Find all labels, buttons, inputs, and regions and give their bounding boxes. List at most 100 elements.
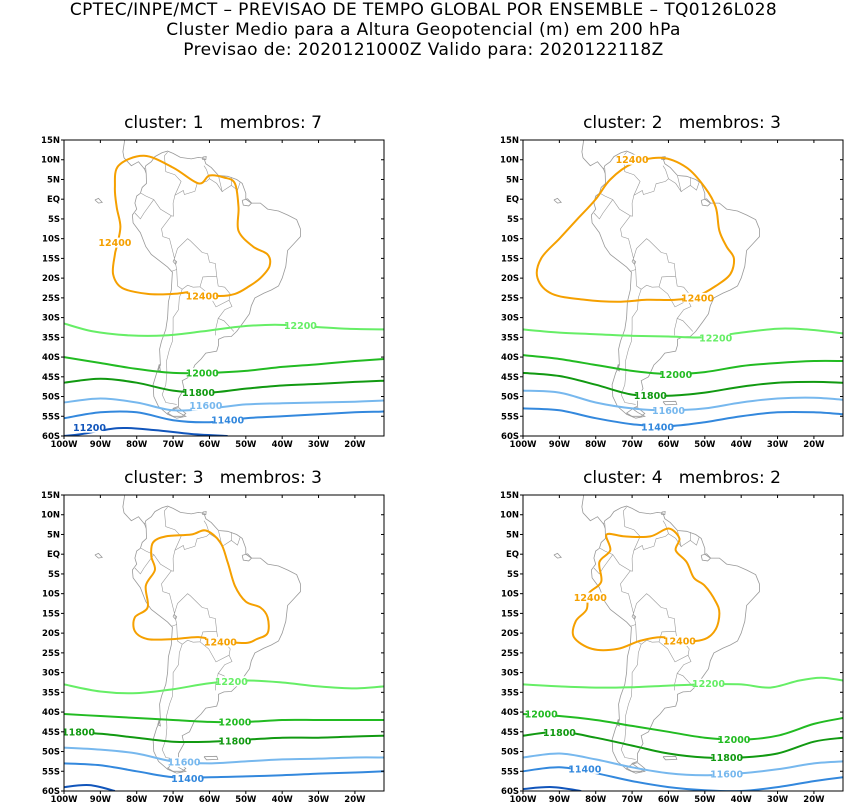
country-border	[673, 673, 678, 691]
lon-label: 80W	[585, 795, 607, 803]
contour-label-12400: 12400	[98, 238, 131, 249]
south-america-coastline	[590, 505, 760, 774]
country-border	[676, 300, 694, 332]
island-outline	[662, 400, 678, 406]
lon-label: 70W	[162, 440, 184, 450]
contour-12200	[523, 676, 843, 689]
lon-label: 80W	[585, 440, 607, 450]
lat-label: 10S	[42, 590, 60, 600]
country-border	[231, 537, 241, 546]
lon-label: 70W	[162, 795, 184, 803]
lat-label: 15S	[501, 609, 519, 619]
island-outline	[94, 197, 103, 204]
caribbean-island	[183, 126, 189, 128]
island-outline	[553, 197, 562, 204]
contour-label-bg	[665, 636, 694, 646]
island-outline	[166, 407, 187, 417]
contour-label-bg	[188, 290, 217, 301]
island-outline	[202, 156, 207, 161]
country-border	[620, 165, 669, 259]
contour-label-11400: 11400	[641, 422, 674, 433]
island-outline	[616, 719, 620, 727]
island-outline	[94, 552, 103, 559]
country-border	[214, 673, 219, 691]
contour-label-11800: 11800	[62, 727, 95, 738]
caribbean-island	[642, 126, 648, 128]
lat-label: EQ	[47, 195, 60, 205]
map-frame	[63, 139, 385, 437]
lon-label: 20W	[803, 795, 825, 803]
lat-label: 10N	[41, 511, 60, 521]
lat-label: 20S	[42, 274, 60, 284]
island-outline	[241, 553, 253, 562]
lat-label: 10N	[41, 156, 60, 166]
contour-label-bg	[184, 387, 213, 398]
country-border	[633, 593, 677, 645]
contour-label-11200: 11200	[73, 423, 106, 434]
lat-label: 40S	[42, 353, 60, 363]
lat-label: 30S	[501, 669, 519, 679]
contour-12000	[523, 713, 843, 741]
lat-label: 30S	[42, 669, 60, 679]
island-outline	[241, 198, 253, 207]
lat-label: 45S	[501, 728, 519, 738]
caribbean-island	[578, 463, 614, 476]
contour-label-bg	[191, 400, 220, 411]
country-border	[218, 175, 223, 192]
contour-label-12000: 12000	[218, 717, 251, 728]
lat-label: 50S	[501, 748, 519, 758]
lat-label: 35S	[501, 333, 519, 343]
country-border	[593, 554, 614, 575]
country-border	[593, 199, 614, 220]
south-america-coastline	[131, 505, 301, 774]
panel-title-cluster-2: cluster: 2 membros: 3	[583, 113, 781, 133]
caribbean-island	[157, 121, 179, 128]
contour-label-11800: 11800	[182, 388, 215, 399]
country-border	[161, 520, 210, 614]
contour-11200	[64, 783, 116, 791]
country-border	[630, 624, 636, 627]
country-border	[209, 177, 232, 193]
country-border	[171, 269, 177, 272]
lat-label: 10N	[500, 156, 519, 166]
contour-label-bg	[712, 752, 741, 763]
lat-label: 10S	[501, 235, 519, 245]
lat-label: 35S	[42, 333, 60, 343]
lat-label: 60S	[501, 432, 519, 442]
caribbean-island	[578, 108, 614, 121]
lat-label: 5S	[507, 215, 519, 225]
country-border	[599, 193, 631, 217]
contour-label-11800: 11800	[710, 753, 743, 764]
lat-label: 45S	[501, 373, 519, 383]
map-panel-2: 12400 12400 12200 12000 11800 11600 11400 15N 10…	[500, 108, 844, 450]
contour-label-bg	[694, 678, 723, 689]
lat-label: 45S	[42, 373, 60, 383]
central-america-coastline	[92, 495, 146, 525]
panel-title-cluster-3: cluster: 3 membros: 3	[124, 468, 322, 488]
caribbean-island	[616, 476, 638, 483]
lon-label: 70W	[621, 795, 643, 803]
contour-11400	[523, 407, 843, 428]
lon-label: 90W	[549, 795, 571, 803]
country-border	[677, 175, 682, 192]
country-border	[161, 165, 210, 259]
lat-label: 25S	[42, 294, 60, 304]
map-frame	[522, 494, 844, 792]
lon-label: 40W	[731, 795, 753, 803]
island-outline	[553, 552, 562, 559]
lat-label: 25S	[501, 294, 519, 304]
contour-label-12200: 12200	[284, 321, 317, 332]
contour-11800	[64, 377, 384, 394]
contour-label-bg	[527, 709, 556, 719]
country-border	[134, 554, 155, 575]
contour-12200	[64, 322, 384, 337]
lon-label: 20W	[344, 440, 366, 450]
lon-label: 90W	[90, 795, 112, 803]
south-america-coastline	[131, 150, 301, 419]
caribbean-island	[616, 121, 638, 128]
contour-label-12400: 12400	[186, 291, 219, 302]
lat-label: 50S	[42, 748, 60, 758]
lat-label: 25S	[501, 649, 519, 659]
lon-label: 30W	[767, 440, 789, 450]
contour-label-11400: 11400	[568, 764, 601, 775]
